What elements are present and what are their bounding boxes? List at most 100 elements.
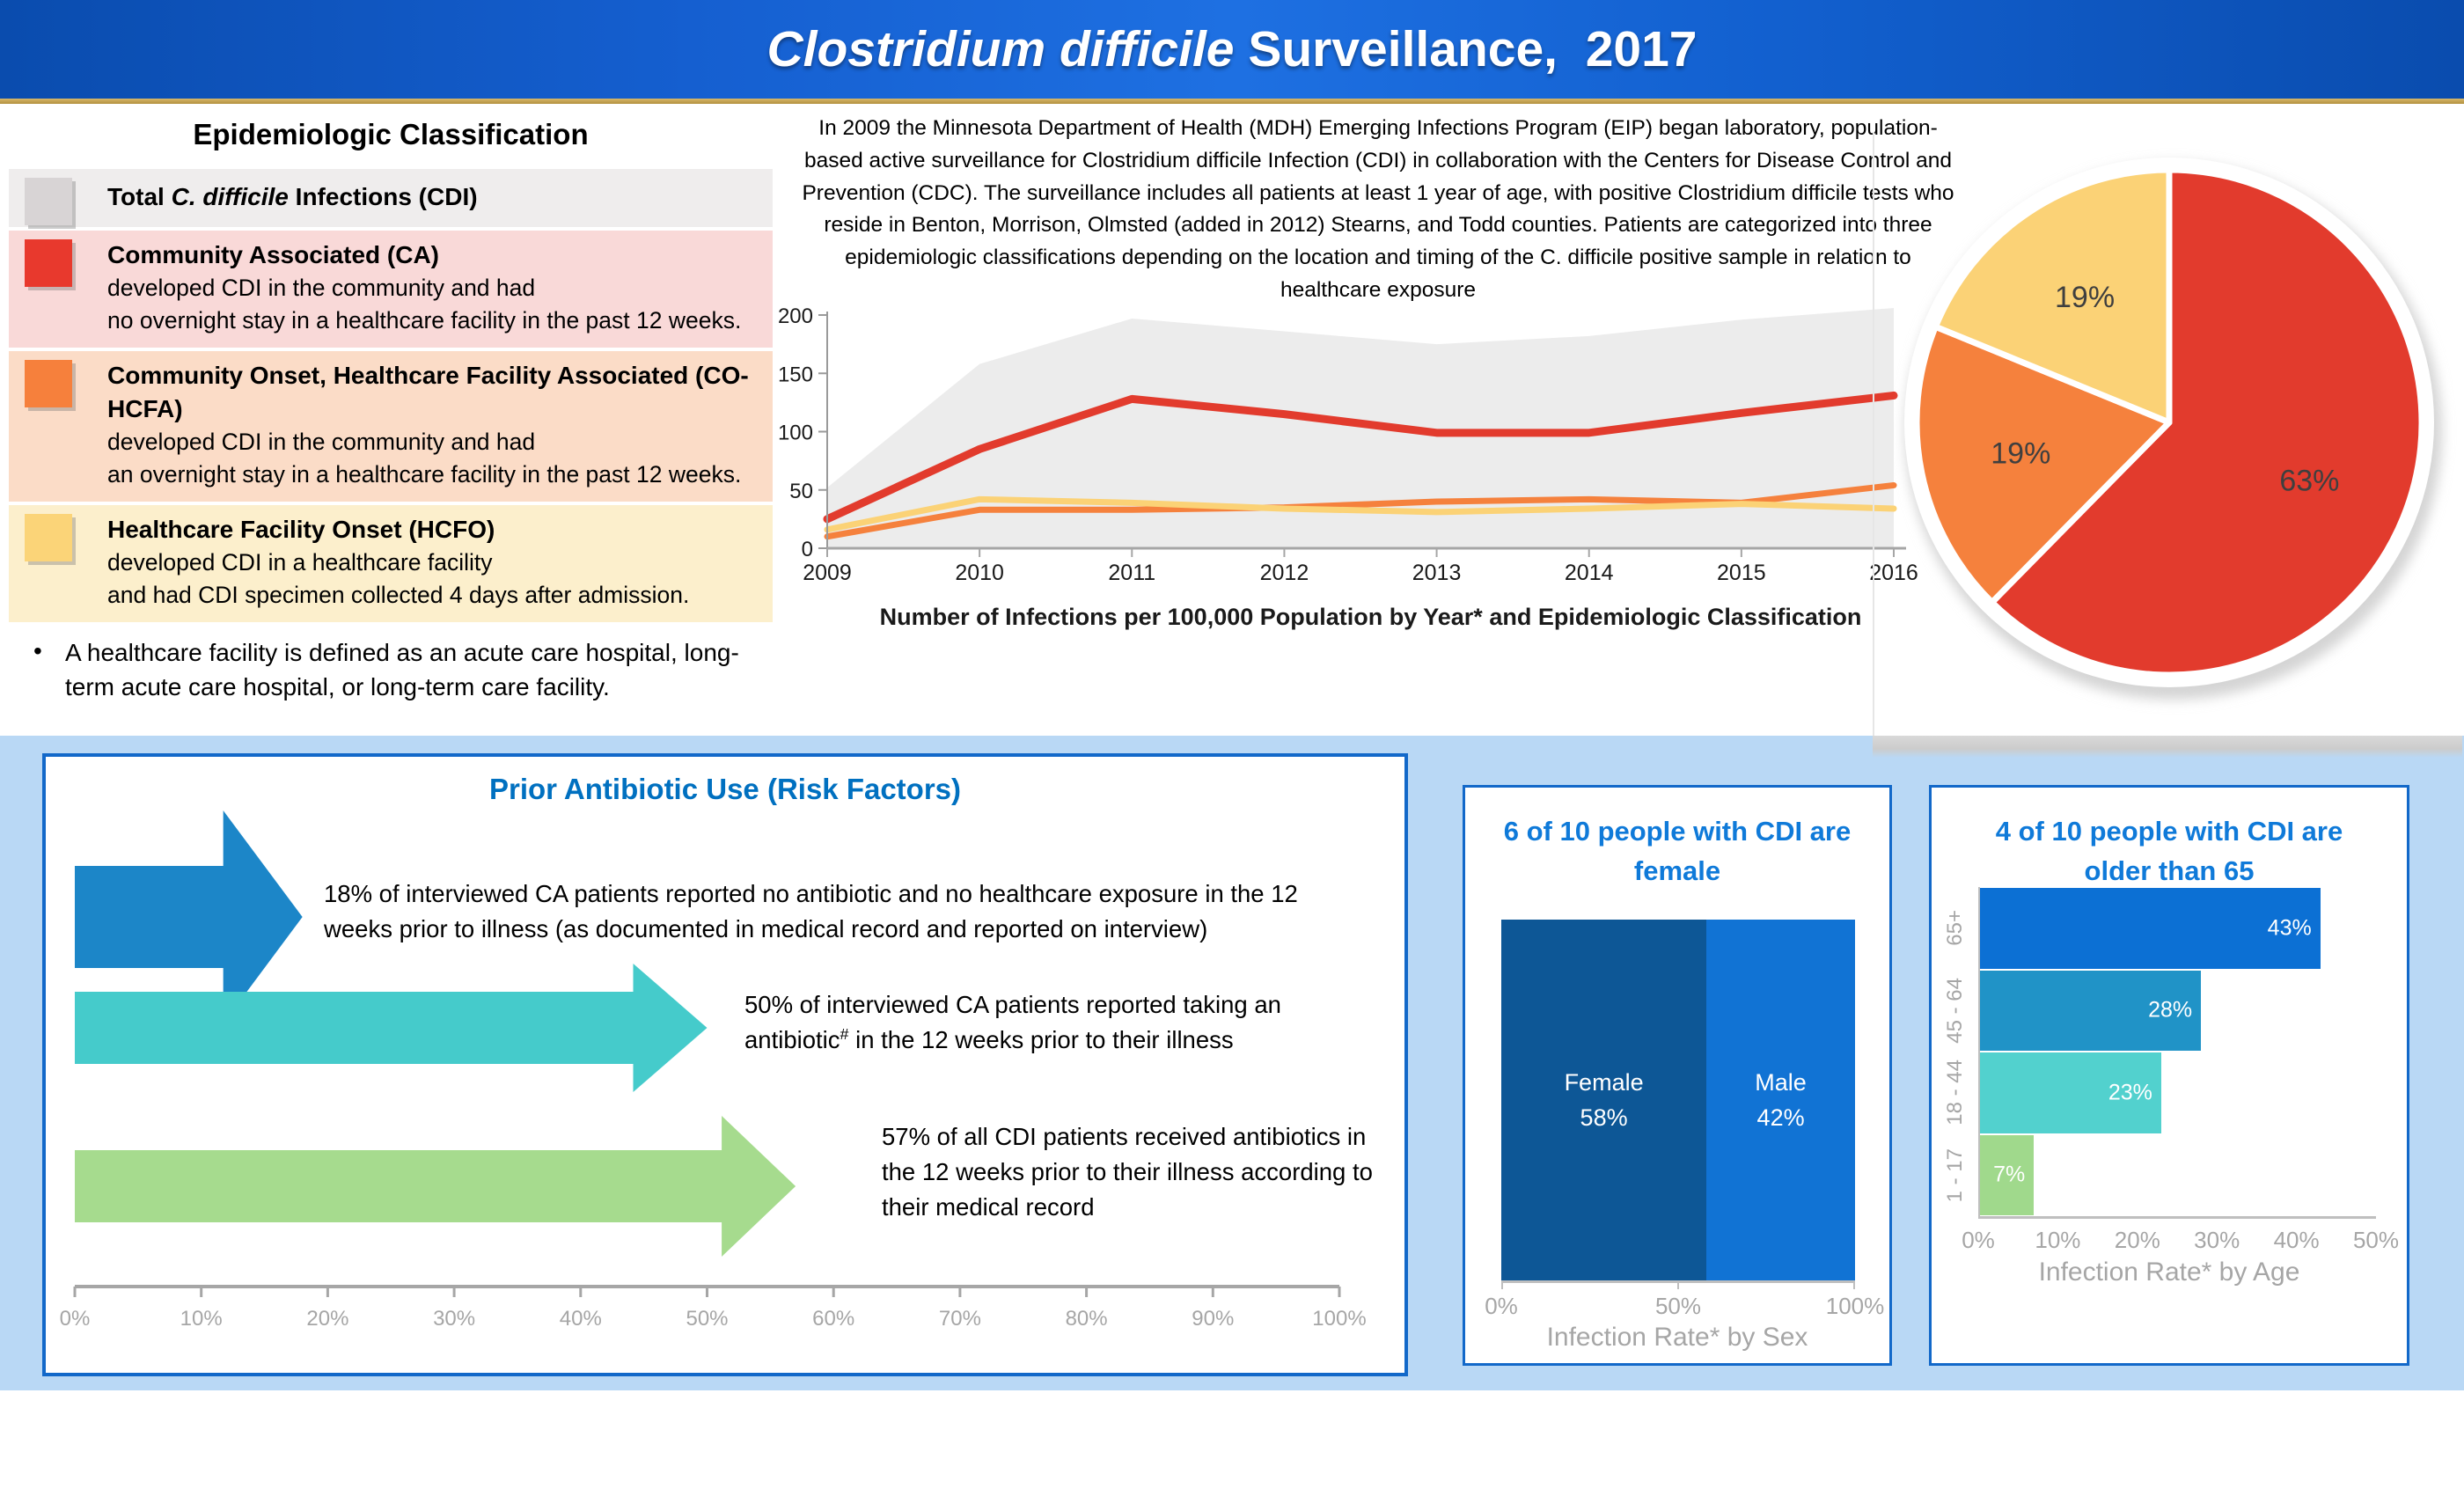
sex-axis-tick — [1677, 1280, 1679, 1289]
age-bar-value: 43% — [2267, 915, 2312, 941]
svg-text:2012: 2012 — [1260, 561, 1309, 585]
page-title-italic: Clostridium difficile — [766, 21, 1235, 77]
pie-slice — [1913, 323, 2173, 606]
svg-text:20%: 20% — [306, 1307, 348, 1331]
line-chart-caption: Number of Infections per 100,000 Populat… — [879, 604, 1862, 630]
series-line — [824, 495, 1897, 533]
age-row: 28% — [1978, 970, 2376, 1052]
sex-stacked-bar: Female 58% Male 42% — [1501, 920, 1855, 1280]
sex-axis-title: Infection Rate* by Sex — [1546, 1323, 1808, 1352]
legend-footnote-text: A healthcare facility is defined as an a… — [65, 638, 739, 700]
age-bar: 23% — [1978, 1052, 2161, 1133]
sex-axis-tick — [1501, 1280, 1503, 1289]
age-tick-label: 40% — [2273, 1227, 2320, 1253]
risk-arrow-text-1: 18% of interviewed CA patients reported … — [324, 880, 1298, 943]
age-bar-value: 7% — [1993, 1162, 2026, 1187]
age-bar-value: 28% — [2148, 997, 2193, 1023]
svg-text:0: 0 — [802, 538, 813, 561]
legend-row: Community Associated (CA) developed CDI i… — [9, 231, 773, 348]
risk-arrow — [75, 810, 303, 1023]
svg-text:2013: 2013 — [1412, 561, 1462, 585]
pie-slice — [1989, 166, 2425, 678]
svg-text:150: 150 — [778, 363, 813, 386]
pie-box-shadow-strip — [1873, 736, 2462, 758]
sex-axis-tick — [1853, 1280, 1855, 1289]
age-axis-tick-labels: 0% 10% 20% 30% 40% 50% — [1962, 1227, 2399, 1253]
sex-segment-male: Male 42% — [1706, 920, 1855, 1280]
sex-axis-line — [1501, 1280, 1855, 1289]
age-category-label: 1 - 17 — [1943, 1148, 1967, 1202]
sex-tick-label: 0% — [1485, 1293, 1518, 1319]
age-tick-label: 20% — [2114, 1227, 2160, 1253]
age-row: 7% — [1978, 1134, 2376, 1217]
svg-text:60%: 60% — [812, 1307, 854, 1331]
svg-text:2011: 2011 — [1108, 561, 1155, 585]
age-panel-title: 4 of 10 people with CDI are older than 6… — [1995, 816, 2343, 886]
age-x-axis-line — [1978, 1216, 2376, 1219]
header-banner: Clostridium difficile Surveillance, 2017 — [0, 0, 2464, 99]
age-panel: 4 of 10 people with CDI are older than 6… — [1929, 785, 2409, 1366]
age-row: 43% — [1978, 887, 2376, 970]
svg-text:100: 100 — [778, 422, 813, 445]
svg-text:2010: 2010 — [955, 561, 1004, 585]
age-bar: 28% — [1978, 970, 2202, 1051]
bullet-icon: • — [33, 636, 42, 664]
age-bar: 43% — [1978, 888, 2321, 969]
svg-text:19%: 19% — [2055, 281, 2115, 314]
sex-panel-title: 6 of 10 people with CDI are female — [1503, 816, 1852, 886]
infections-by-year-line-chart: 0 50 100 150 200 2009 2010 2011 2012 2013 2014 2015… — [778, 304, 1918, 585]
page-title: Clostridium difficile Surveillance, 2017 — [0, 0, 2464, 99]
intro-paragraph: In 2009 the Minnesota Department of Heal… — [802, 116, 1954, 302]
page-title-rest: Surveillance, 2017 — [1234, 21, 1698, 77]
legend-row-title: Total C. difficile Infections (CDI) — [107, 183, 478, 211]
legend-row-body: developed CDI in a healthcare facility an… — [107, 548, 690, 609]
age-bar-chart: 43% 28% 23% 7% — [1978, 887, 2376, 1216]
svg-text:2016: 2016 — [1869, 561, 1918, 585]
risk-arrow — [75, 1116, 796, 1257]
legend-color-swatch — [25, 360, 72, 408]
legend-footnote: • A healthcare facility is defined as an… — [9, 636, 773, 704]
header-accent-rule — [0, 99, 2464, 104]
svg-text:50: 50 — [789, 480, 813, 503]
risk-arrow-text-2: 50% of interviewed CA patients reported … — [744, 991, 1281, 1054]
age-tick-label: 30% — [2194, 1227, 2240, 1253]
legend-row: Healthcare Facility Onset (HCFO) develope… — [9, 504, 773, 622]
series-line — [823, 391, 1898, 524]
age-tick-label: 10% — [2035, 1227, 2081, 1253]
age-tick-label: 50% — [2352, 1227, 2400, 1253]
age-y-axis-line — [1978, 887, 1980, 1216]
legend-row: Total C. difficile Infections (CDI) — [9, 169, 773, 227]
svg-text:80%: 80% — [1066, 1307, 1108, 1331]
svg-text:2014: 2014 — [1565, 561, 1614, 585]
risk-arrow — [75, 964, 708, 1092]
age-category-labels: 65+ 45 - 64 18 - 44 1 - 17 — [1939, 887, 1972, 1216]
sex-tick-label: 100% — [1825, 1293, 1885, 1319]
age-row: 23% — [1978, 1052, 2376, 1134]
svg-text:0%: 0% — [60, 1307, 91, 1331]
svg-text:90%: 90% — [1192, 1307, 1234, 1331]
svg-text:30%: 30% — [433, 1307, 475, 1331]
legend-row: Community Onset, Healthcare Facility Ass… — [9, 351, 773, 502]
svg-text:2009: 2009 — [803, 561, 852, 585]
risk-factors-panel: Prior Antibiotic Use (Risk Factors) 0% 10… — [42, 753, 1408, 1376]
sex-tick-label: 50% — [1654, 1293, 1702, 1319]
risk-arrow-chart: 0% 10% 20% 30% 40% 50% 60% 70% 80% 90% 100% — [60, 810, 1367, 1331]
svg-text:70%: 70% — [939, 1307, 981, 1331]
risk-arrow-text-3: 57% of all CDI patients received antibio… — [882, 1123, 1373, 1221]
age-bar-value: 23% — [2108, 1080, 2152, 1105]
age-bar: 7% — [1978, 1134, 2035, 1215]
pie-slice — [1932, 166, 2173, 426]
legend-row-title: Healthcare Facility Onset (HCFO) — [107, 515, 495, 543]
age-category-label: 45 - 64 — [1943, 977, 1967, 1044]
legend-color-swatch — [25, 178, 72, 225]
age-category-label: 18 - 44 — [1943, 1060, 1967, 1126]
svg-text:50%: 50% — [686, 1307, 728, 1331]
svg-text:100%: 100% — [1312, 1307, 1366, 1331]
epidemiologic-classification-legend: Epidemiologic Classification Total C. di… — [9, 111, 773, 704]
legend-color-swatch — [25, 513, 72, 561]
total-cdi-area — [827, 308, 1894, 548]
classification-pie-chart: 63% 19% 19% — [1904, 158, 2442, 700]
svg-text:19%: 19% — [1991, 437, 2050, 471]
svg-text:63%: 63% — [2279, 464, 2339, 497]
legend-row-title: Community Onset, Healthcare Facility Ass… — [107, 362, 749, 422]
